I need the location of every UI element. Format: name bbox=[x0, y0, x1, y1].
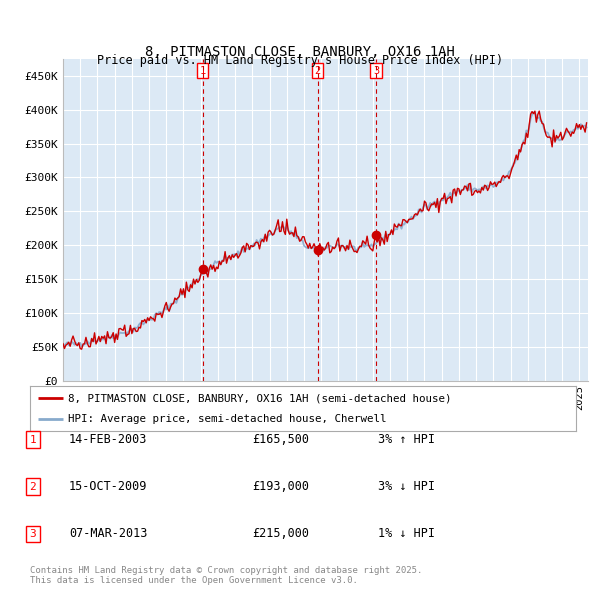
Text: Contains HM Land Registry data © Crown copyright and database right 2025.
This d: Contains HM Land Registry data © Crown c… bbox=[30, 566, 422, 585]
Text: 1: 1 bbox=[200, 65, 206, 76]
Text: 2: 2 bbox=[29, 482, 37, 491]
Text: 3% ↑ HPI: 3% ↑ HPI bbox=[378, 433, 435, 446]
Text: £165,500: £165,500 bbox=[252, 433, 309, 446]
Text: £193,000: £193,000 bbox=[252, 480, 309, 493]
Text: 3% ↓ HPI: 3% ↓ HPI bbox=[378, 480, 435, 493]
Text: 8, PITMASTON CLOSE, BANBURY, OX16 1AH (semi-detached house): 8, PITMASTON CLOSE, BANBURY, OX16 1AH (s… bbox=[68, 394, 452, 404]
Text: 07-MAR-2013: 07-MAR-2013 bbox=[69, 527, 148, 540]
Text: 1: 1 bbox=[29, 435, 37, 444]
Text: Price paid vs. HM Land Registry's House Price Index (HPI): Price paid vs. HM Land Registry's House … bbox=[97, 54, 503, 67]
Text: 1% ↓ HPI: 1% ↓ HPI bbox=[378, 527, 435, 540]
Text: 15-OCT-2009: 15-OCT-2009 bbox=[69, 480, 148, 493]
Text: 8, PITMASTON CLOSE, BANBURY, OX16 1AH: 8, PITMASTON CLOSE, BANBURY, OX16 1AH bbox=[145, 45, 455, 59]
Text: HPI: Average price, semi-detached house, Cherwell: HPI: Average price, semi-detached house,… bbox=[68, 414, 387, 424]
Text: 2: 2 bbox=[314, 65, 321, 76]
Text: £215,000: £215,000 bbox=[252, 527, 309, 540]
Text: 3: 3 bbox=[29, 529, 37, 539]
Text: 3: 3 bbox=[373, 65, 379, 76]
Text: 14-FEB-2003: 14-FEB-2003 bbox=[69, 433, 148, 446]
